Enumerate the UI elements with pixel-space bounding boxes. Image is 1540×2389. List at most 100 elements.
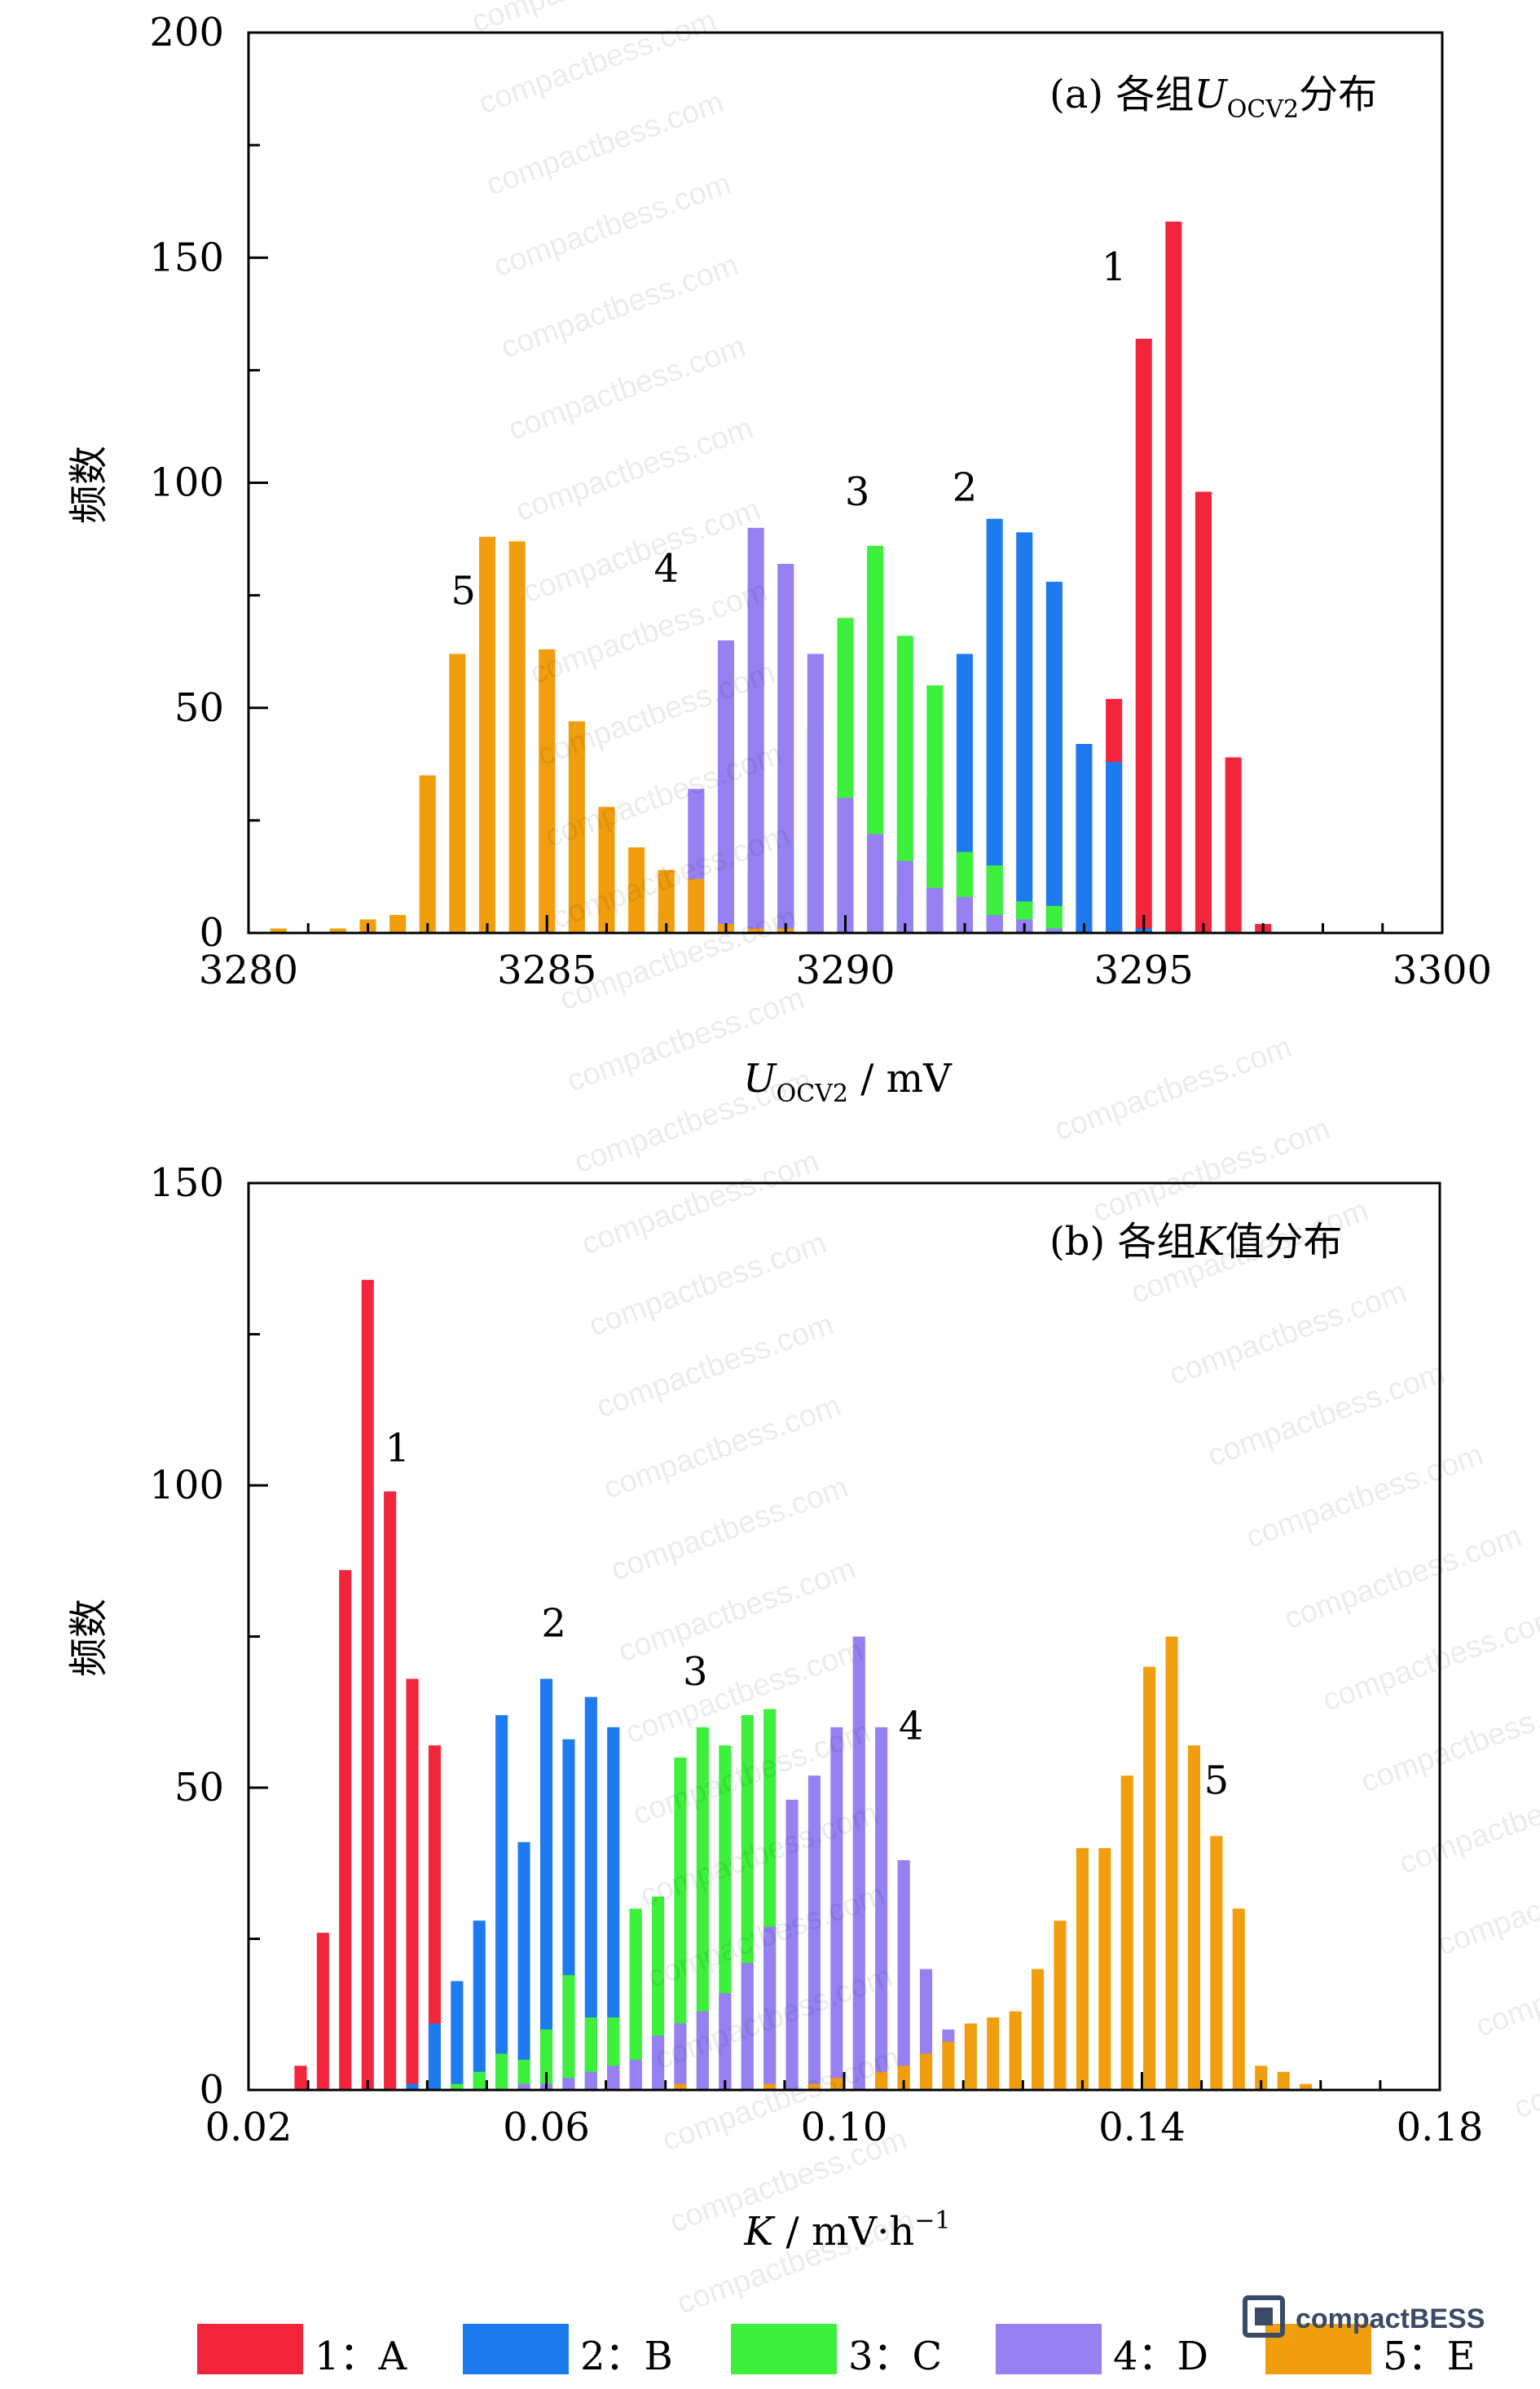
bar-series-2: [584, 1696, 597, 2090]
bar-series-2: [451, 1981, 464, 2090]
legend-label-5: 5：E: [1383, 2334, 1476, 2379]
bar-series-4: [986, 914, 1003, 933]
chart-a-ticks: 3280 3285 3290 3295 3300 0 50 100 150 200: [149, 10, 1492, 993]
bar-series-4: [652, 2035, 665, 2090]
chart-a-bars: [270, 222, 1272, 934]
bar-series-5: [830, 2078, 843, 2090]
bar-series-4: [584, 2071, 597, 2090]
watermark-text: compactbess.com: [1280, 1519, 1526, 1636]
watermark-text: compactbess.com: [1318, 1600, 1540, 1718]
bar-series-5: [747, 928, 764, 933]
bar-series-4: [807, 653, 824, 933]
x-tick-label: 0.02: [205, 2105, 293, 2150]
bar-series-5: [478, 536, 495, 933]
chart-b-bars: [294, 1279, 1313, 2090]
series-5-bars: [674, 1636, 1313, 2090]
bar-series-4: [830, 1727, 843, 2090]
bar-series-5: [875, 2071, 888, 2090]
y-tick-label: 50: [174, 685, 224, 731]
watermark-text: compactbess.com: [1089, 1111, 1335, 1229]
bar-series-4: [696, 2011, 709, 2090]
bar-series-2: [406, 2083, 419, 2090]
bar-series-5: [920, 2053, 933, 2090]
bar-series-5: [1076, 1848, 1089, 2090]
x-tick-label: 0.10: [801, 2105, 888, 2150]
bar-series-3: [495, 2053, 508, 2090]
chart-b-ticks: 0.02 0.06 0.10 0.14 0.18 0 50 100 150: [149, 1160, 1483, 2150]
legend-swatch-3: [731, 2324, 837, 2374]
bar-series-4: [763, 1926, 777, 2090]
x-tick-label: 0.14: [1098, 2105, 1186, 2150]
bar-series-1: [1225, 757, 1242, 933]
bar-series-2: [1076, 744, 1093, 933]
bar-series-1: [406, 1678, 419, 2090]
bar-series-5: [1300, 2083, 1313, 2090]
x-tick-label: 0.06: [503, 2105, 590, 2150]
series-2-bars: [807, 518, 1152, 934]
bar-series-5: [897, 2066, 910, 2090]
bar-series-4: [777, 564, 794, 933]
bar-series-5: [1165, 1636, 1178, 2090]
watermark-text: compactbess.com: [1050, 1030, 1296, 1147]
bar-series-1: [1165, 222, 1182, 933]
bar-series-4: [607, 2066, 620, 2090]
series-1-bars: [1076, 222, 1272, 933]
bar-series-2: [1106, 762, 1123, 933]
bar-series-2: [1045, 582, 1063, 933]
bar-series-5: [598, 807, 615, 933]
logo-text: compactBESS: [1296, 2303, 1485, 2334]
bar-series-2: [473, 1920, 486, 2090]
bar-series-4: [1045, 928, 1063, 933]
bar-series-3: [473, 2071, 486, 2090]
bar-series-5: [568, 721, 585, 933]
bar-series-5: [628, 847, 645, 933]
bar-series-1: [1195, 491, 1212, 933]
bar-series-2: [540, 1678, 553, 2090]
bar-series-5: [942, 2041, 955, 2090]
y-tick-label: 100: [149, 460, 224, 506]
bar-series-5: [449, 653, 466, 933]
series-2-label: 2: [541, 1601, 566, 1647]
bar-series-5: [763, 2083, 777, 2090]
bar-series-3: [451, 2083, 464, 2090]
bar-series-3: [517, 2059, 530, 2090]
bar-series-2: [986, 518, 1003, 933]
bar-series-3: [696, 1727, 709, 2090]
chart-b-x-axis-label: K / mV·h−1: [743, 2206, 950, 2255]
bar-series-1: [1135, 338, 1152, 933]
legend-swatch-4: [996, 2324, 1102, 2374]
bar-series-5: [964, 2023, 977, 2090]
bar-series-5: [1054, 1920, 1067, 2090]
bar-series-5: [1277, 2071, 1290, 2090]
watermark-layer: compactbess.comcompactbess.comcompactbes…: [468, 0, 1540, 2338]
series-4-label: 4: [654, 546, 680, 592]
bar-series-4: [956, 896, 973, 933]
watermark-text: compactbess.com: [1203, 1356, 1450, 1473]
bar-series-3: [562, 1975, 575, 2090]
bar-series-4: [837, 798, 854, 934]
bar-series-2: [607, 1727, 620, 2090]
bar-series-1: [339, 1569, 352, 2090]
bar-series-5: [1255, 2066, 1268, 2090]
bar-series-4: [674, 2023, 687, 2090]
logo-icon-inner: [1255, 2308, 1273, 2325]
bar-series-5: [508, 541, 526, 933]
bar-series-5: [329, 928, 346, 933]
y-tick-label: 150: [149, 1160, 224, 1206]
bar-series-4: [629, 2059, 642, 2090]
bar-series-2: [1016, 532, 1033, 933]
x-tick-label: 3300: [1393, 948, 1492, 993]
bar-series-5: [1210, 1836, 1223, 2090]
bar-series-4: [896, 860, 913, 933]
bar-series-5: [1120, 1775, 1133, 2090]
legend-swatch-1: [197, 2324, 303, 2374]
series-5-bars: [270, 536, 794, 933]
y-tick-label: 50: [174, 1765, 224, 1810]
bar-series-3: [926, 685, 944, 933]
bar-series-1: [294, 2066, 307, 2090]
y-tick-label: 150: [149, 235, 224, 280]
bar-series-5: [539, 649, 556, 933]
x-tick-label: 3285: [497, 948, 596, 993]
bar-series-5: [1143, 1666, 1156, 2090]
